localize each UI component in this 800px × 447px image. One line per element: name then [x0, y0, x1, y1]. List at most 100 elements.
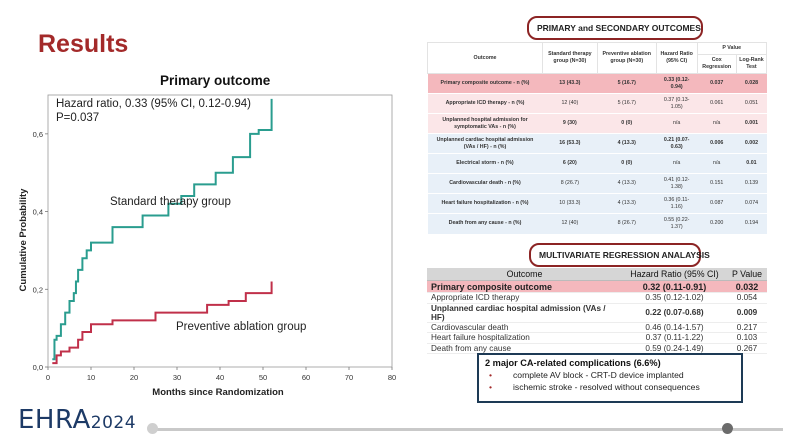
slide-progress-dot-start — [147, 423, 158, 434]
outcomes-cell-hr: 0.41 (0.12-1.38) — [656, 173, 697, 194]
outcomes-cell-cox: 0.061 — [697, 93, 737, 114]
ehra-year: 2024 — [90, 413, 137, 433]
outcomes-cell-logrank: 0.01 — [736, 153, 767, 174]
mv-row: Cardiovascular death 0.46 (0.14-1.57) 0.21… — [427, 322, 767, 333]
col-header-hr: Hazard Ratio (95% CI) — [655, 42, 698, 74]
col-header-logrank: Log-Rank Test — [735, 54, 768, 74]
outcomes-cell-standard: 12 (40) — [542, 213, 598, 234]
col-header-cox: Cox Regression — [696, 54, 737, 74]
outcomes-row: Appropriate ICD therapy - n (%) 12 (40) 5 … — [427, 93, 767, 114]
ehra-brand: EHRA — [18, 405, 91, 435]
x-tick-label: 70 — [345, 373, 353, 382]
x-tick-label: 50 — [259, 373, 267, 382]
outcomes-cell-cox: 0.200 — [697, 213, 737, 234]
y-tick-label: 0,2 — [33, 285, 43, 294]
standard-therapy-curve — [52, 98, 273, 361]
outcomes-cell-outcome: Cardiovascular death - n (%) — [427, 173, 543, 194]
outcomes-cell-hr: n/a — [656, 113, 697, 134]
outcomes-cell-standard: 6 (20) — [542, 153, 598, 174]
outcomes-cell-ablation: 4 (13.3) — [597, 193, 657, 214]
x-tick-label: 30 — [173, 373, 181, 382]
outcomes-section-label: PRIMARY and SECONDARY OUTCOMES — [527, 16, 703, 40]
standard-group-label: Standard therapy group — [110, 196, 231, 208]
outcomes-row: Death from any cause - n (%) 12 (40) 8 (26… — [427, 213, 767, 234]
outcomes-cell-logrank: 0.001 — [736, 113, 767, 134]
mv-cell-p: 0.217 — [727, 322, 767, 333]
outcomes-cell-logrank: 0.028 — [736, 73, 767, 94]
bullet-icon: • — [489, 382, 493, 392]
mv-row: Death from any cause 0.59 (0.24-1.49) 0.26… — [427, 343, 767, 354]
outcomes-row: Unplanned hospital admission for symptom… — [427, 113, 767, 134]
mv-cell-hr: 0.37 (0.11-1.22) — [622, 332, 727, 344]
mv-row: Unplanned cardiac hospital admission (VA… — [427, 303, 767, 323]
outcomes-row: Heart failure hospitalization - n (%) 10 … — [427, 193, 767, 214]
complication-item: • ischemic stroke - resolved without cons… — [485, 382, 735, 392]
x-tick-label: 20 — [130, 373, 138, 382]
outcomes-cell-logrank: 0.194 — [736, 213, 767, 234]
col-header-outcome: Outcome — [427, 42, 543, 74]
outcomes-cell-outcome: Unplanned cardiac hospital admission (VA… — [427, 133, 543, 154]
outcomes-cell-hr: 0.33 (0.12-0.94) — [656, 73, 697, 94]
y-tick-label: 0,0 — [33, 363, 43, 372]
col-header-pvalue: P Value — [696, 42, 767, 55]
mv-col-hr: Hazard Ratio (95% CI) — [622, 268, 727, 281]
slide-title: Results — [38, 30, 129, 58]
outcomes-cell-hr: n/a — [656, 153, 697, 174]
ablation-group-label: Preventive ablation group — [176, 321, 306, 333]
outcomes-cell-standard: 12 (40) — [542, 93, 598, 114]
mv-row: Primary composite outcome 0.32 (0.11-0.91… — [427, 280, 767, 293]
x-tick-label: 40 — [216, 373, 224, 382]
outcomes-cell-outcome: Appropriate ICD therapy - n (%) — [427, 93, 543, 114]
outcomes-row: Primary composite outcome - n (%) 13 (43.… — [427, 73, 767, 94]
outcomes-cell-cox: 0.037 — [697, 73, 737, 94]
mv-cell-hr: 0.35 (0.12-1.02) — [622, 292, 727, 304]
col-header-standard: Standard therapy group (N=30) — [542, 42, 598, 74]
footer-divider-left — [152, 428, 722, 431]
outcomes-cell-ablation: 4 (13.3) — [597, 133, 657, 154]
km-chart-svg: 0,0 0,2 0,4 0,6 0 10 20 30 40 50 60 70 80 Cumulativ… — [18, 94, 396, 398]
outcomes-cell-cox: 0.151 — [697, 173, 737, 194]
mv-cell-hr: 0.32 (0.11-0.91) — [622, 280, 727, 293]
mv-cell-hr: 0.59 (0.24-1.49) — [622, 343, 727, 354]
outcomes-cell-ablation: 8 (26.7) — [597, 213, 657, 234]
outcomes-cell-cox: n/a — [697, 153, 737, 174]
x-tick-label: 80 — [388, 373, 396, 382]
hazard-ratio-text: Hazard ratio, 0.33 (95% CI, 0.12-0.94) — [56, 98, 251, 110]
hazard-ratio-annotation: Hazard ratio, 0.33 (95% CI, 0.12-0.94) P… — [56, 97, 251, 125]
outcomes-cell-hr: 0.21 (0.07-0.63) — [656, 133, 697, 154]
outcomes-cell-cox: n/a — [697, 113, 737, 134]
outcomes-cell-outcome: Electrical storm - n (%) — [427, 153, 543, 174]
preventive-ablation-curve — [52, 281, 273, 365]
mv-col-p: P Value — [727, 268, 767, 281]
multivariate-section-label: MULTIVARIATE REGRESSION ANALAYSIS — [529, 243, 710, 267]
mv-cell-p: 0.267 — [727, 343, 767, 354]
mv-col-outcome: Outcome — [427, 268, 622, 281]
mv-cell-outcome: Appropriate ICD therapy — [427, 292, 622, 304]
footer-divider-right — [733, 428, 783, 431]
outcomes-cell-standard: 13 (43.3) — [542, 73, 598, 94]
x-tick-label: 0 — [46, 373, 50, 382]
outcomes-cell-ablation: 0 (0) — [597, 113, 657, 134]
outcomes-cell-cox: 0.006 — [697, 133, 737, 154]
x-axis-label: Months since Randomization — [152, 387, 284, 398]
outcomes-row: Unplanned cardiac hospital admission (VA… — [427, 133, 767, 154]
y-tick-label: 0,4 — [33, 208, 43, 217]
mv-cell-p: 0.032 — [727, 280, 767, 293]
outcomes-cell-hr: 0.55 (0.22-1.37) — [656, 213, 697, 234]
mv-cell-outcome: Death from any cause — [427, 343, 622, 354]
outcomes-cell-standard: 8 (26.7) — [542, 173, 598, 194]
mv-cell-p: 0.103 — [727, 332, 767, 344]
mv-cell-hr: 0.46 (0.14-1.57) — [622, 322, 727, 333]
y-axis-label: Cumulative Probability — [18, 188, 29, 292]
complications-box: 2 major CA-related complications (6.6%) … — [477, 353, 743, 403]
mv-cell-outcome: Primary composite outcome — [427, 280, 622, 293]
p-value-text: P=0.037 — [56, 112, 100, 124]
outcomes-cell-ablation: 4 (13.3) — [597, 173, 657, 194]
x-tick-label: 10 — [87, 373, 95, 382]
mv-cell-outcome: Cardiovascular death — [427, 322, 622, 333]
complication-text: ischemic stroke - resolved without conse… — [513, 382, 700, 392]
complications-title: 2 major CA-related complications (6.6%) — [485, 358, 661, 368]
outcomes-cell-logrank: 0.051 — [736, 93, 767, 114]
mv-cell-hr: 0.22 (0.07-0.68) — [622, 303, 727, 323]
outcomes-cell-outcome: Heart failure hospitalization - n (%) — [427, 193, 543, 214]
